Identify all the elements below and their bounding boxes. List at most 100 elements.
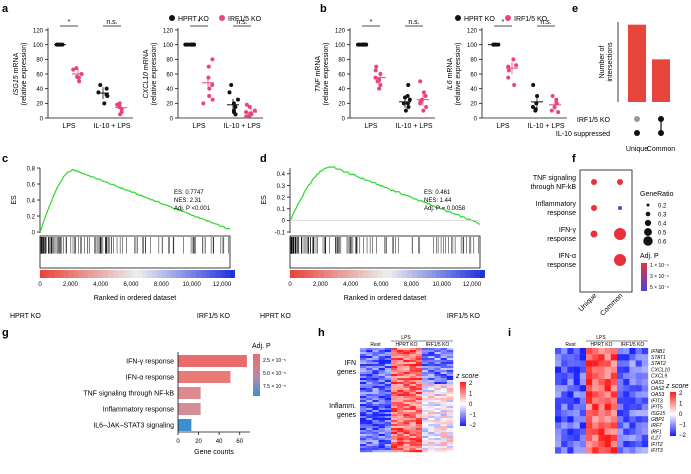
heat-cell (415, 414, 423, 417)
data-point (118, 112, 123, 117)
data-point (227, 90, 232, 95)
heat-cell (360, 432, 367, 435)
data-point (210, 83, 215, 87)
heat-cell (598, 403, 605, 411)
heat-cell (360, 378, 367, 381)
rank-gradient (319, 270, 325, 278)
heat-cell (446, 392, 454, 395)
heat-cell (409, 440, 416, 443)
heat-cell (592, 360, 599, 367)
heat-cell (409, 426, 416, 429)
x-tick-label: 10,000 (182, 282, 201, 288)
y-tick-label: 0.2 (27, 214, 36, 220)
heat-cell (409, 396, 416, 399)
heat-cell (409, 400, 416, 403)
heat-cell (384, 402, 392, 405)
heat-cell (378, 406, 385, 409)
heat-cell (573, 434, 580, 442)
x-tick-label: 6,000 (373, 282, 389, 288)
rank-gradient (426, 270, 432, 278)
heat-cell (409, 372, 416, 375)
rank-gradient (289, 270, 295, 278)
rank-gradient (166, 270, 172, 278)
heat-cell (415, 384, 423, 387)
heat-cell (397, 420, 404, 423)
heat-cell (428, 446, 435, 449)
heat-cell (378, 404, 385, 407)
heat-cell (403, 356, 410, 359)
heat-cell (428, 436, 435, 439)
gene-label: STAT1 (651, 355, 666, 361)
rank-gradient (372, 270, 378, 278)
heat-cell (610, 379, 618, 386)
heat-cell (391, 448, 398, 451)
heat-cell (403, 426, 410, 429)
ifn-genes-label: genes (337, 369, 357, 376)
heat-cell (446, 382, 454, 385)
heat-cell (446, 366, 454, 369)
heat-cell (561, 441, 568, 448)
heat-cell (384, 364, 392, 367)
heat-cell (391, 434, 398, 437)
heat-cell (555, 385, 562, 392)
heat-cell (378, 348, 385, 351)
heat-cell (446, 362, 454, 365)
heat-cell (573, 372, 580, 380)
heat-cell (434, 356, 441, 359)
heat-cell (635, 354, 642, 361)
heat-cell (434, 354, 441, 357)
heat-cell (409, 366, 416, 369)
heat-cell (561, 379, 568, 386)
heat-cell (366, 446, 373, 449)
panel-g-label: g (2, 327, 9, 339)
heat-cell (586, 403, 593, 411)
heat-cell (391, 446, 398, 449)
heat-cell (378, 422, 385, 425)
heat-cell (384, 350, 392, 353)
rank-gradient (421, 270, 427, 278)
heat-cell (573, 447, 580, 454)
heat-cell (397, 380, 404, 383)
heat-cell (366, 428, 373, 431)
heat-cell (391, 396, 398, 399)
heat-cell (378, 364, 385, 367)
heat-cell (446, 384, 454, 387)
heat-cell (428, 350, 435, 353)
heat-cell (440, 422, 447, 425)
heat-cell (397, 350, 404, 353)
heat-cell (378, 378, 385, 381)
zscore-tick-label: −1 (469, 413, 477, 419)
heat-cell (384, 378, 392, 381)
heat-cell (360, 358, 367, 361)
heat-cell (434, 424, 441, 427)
heat-cell (415, 374, 423, 377)
heat-cell (641, 348, 649, 355)
heat-cell (610, 360, 618, 367)
heat-cell (403, 442, 410, 445)
stat-label: NES: 2.31 (174, 198, 202, 204)
heat-cell (415, 352, 423, 355)
heat-cell (555, 354, 562, 361)
y-axis-label-2: (relative expression) (455, 42, 462, 105)
heat-cell (446, 398, 454, 401)
heat-cell (598, 422, 605, 429)
heat-cell (434, 420, 441, 423)
heat-cell (617, 354, 624, 361)
rank-gradient (324, 270, 330, 278)
data-point (75, 74, 80, 79)
heat-cell (378, 402, 385, 405)
heat-cell (360, 436, 367, 439)
heat-cell (415, 444, 423, 447)
heat-cell (623, 391, 630, 398)
heat-cell (403, 388, 410, 391)
heat-cell (555, 441, 562, 448)
heat-cell (422, 402, 429, 405)
y-tick-label: 0 (40, 116, 44, 122)
heat-cell (586, 441, 593, 448)
heat-cell (360, 400, 367, 403)
heat-cell (446, 436, 454, 439)
heat-cell (446, 424, 454, 427)
heat-cell (422, 378, 429, 381)
heat-cell (366, 440, 373, 443)
heat-cell (378, 418, 385, 421)
